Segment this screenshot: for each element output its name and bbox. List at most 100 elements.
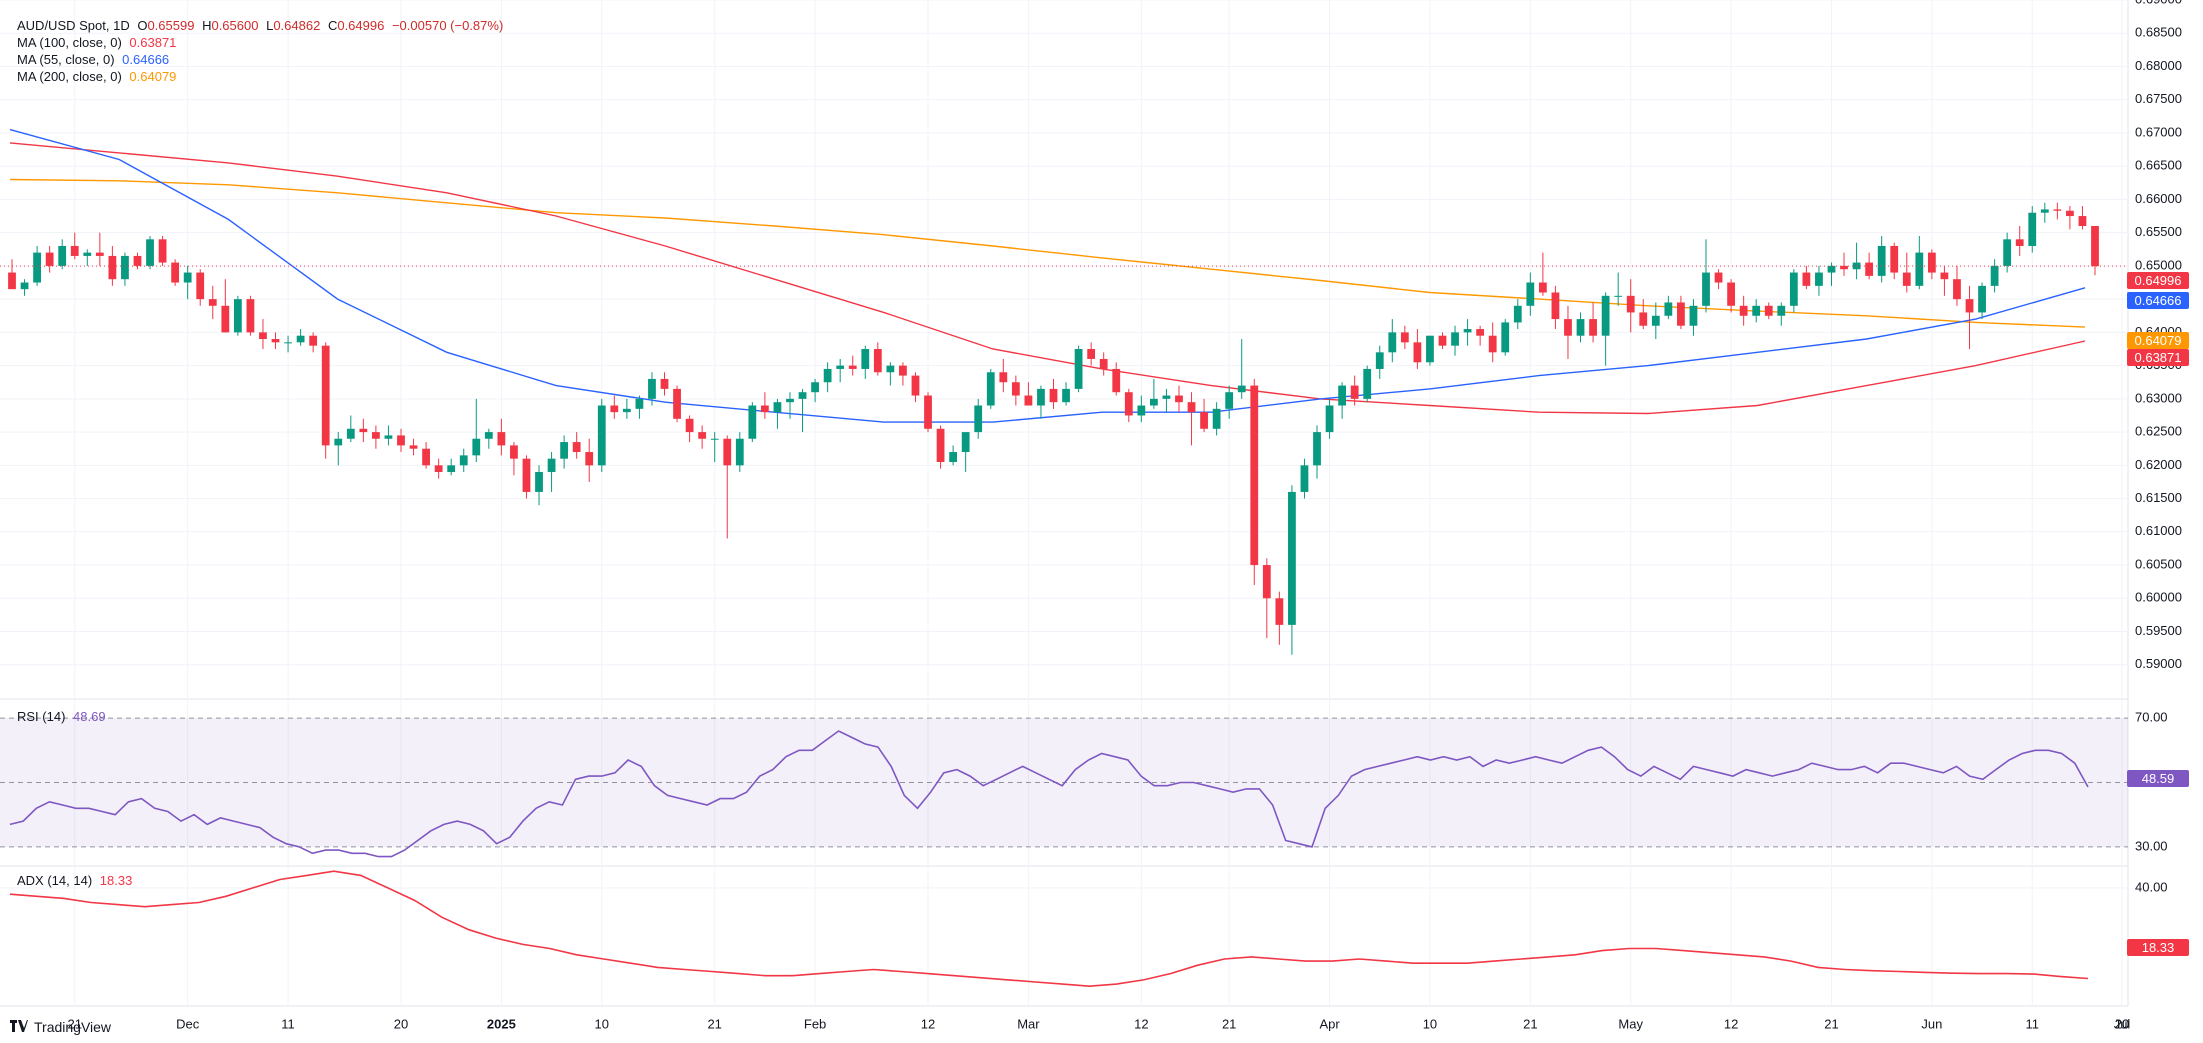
candle-body [1187,402,1196,413]
candle-body [723,438,732,466]
candle-body [70,245,79,256]
candle-body [1463,329,1472,333]
candle-body [246,299,255,333]
price-tag-close: 0.64996 [2127,272,2189,289]
candle-body [422,448,430,466]
y-tick-label: 0.65000 [2135,257,2182,272]
candle-body [1601,295,1610,336]
candle-body [271,339,280,343]
x-tick-label: 21 [68,1016,82,1031]
candle-body [372,432,380,439]
close-label: C [327,18,338,33]
candle-body [1714,272,1723,283]
change-value: −0.00570 (−0.87%) [391,18,504,33]
candle-body [95,252,104,256]
x-tick-label: 12 [1134,1016,1148,1031]
candle-body [334,438,343,446]
x-tick-label: May [1618,1016,1643,1031]
y-tick-label: 0.59000 [2135,656,2182,671]
candle-body [1388,332,1397,353]
candle-body [1927,252,1936,273]
symbol-title: AUD/USD Spot, 1D [17,18,130,33]
price-tag-ma200: 0.64079 [2127,332,2189,349]
x-tick-label: 21 [1824,1016,1838,1031]
legend-rsi-label: RSI (14) [17,709,66,724]
candle-body [183,272,192,283]
candle-body [1476,329,1485,336]
legend-ma55[interactable]: MA (55, close, 0) 0.64666 [17,52,173,67]
legend-adx[interactable]: ADX (14, 14) 18.33 [17,873,136,888]
x-tick-label: 11 [281,1016,295,1031]
candle-body [359,428,368,433]
candle-body [560,442,569,459]
price-tag-ma55: 0.64666 [2127,292,2189,309]
candle-body [346,428,355,439]
legend-adx-value: 18.33 [99,873,133,888]
candle-body [773,402,782,413]
candle-body [1162,395,1171,399]
candle-body [1902,272,1911,286]
candle-body [484,432,493,439]
candle-body [761,405,769,413]
x-tick-label: 20 [394,1016,408,1031]
legend-rsi-value: 48.69 [73,709,106,724]
y-tick-label: 0.68000 [2135,58,2182,73]
legend-ma200[interactable]: MA (200, close, 0) 0.64079 [17,69,180,84]
chart-header: AUD/USD Spot, 1D O0.65599 H0.65600 L0.64… [17,18,507,33]
candle-body [1262,565,1271,599]
candle-body [535,471,543,492]
candle-body [1074,349,1083,389]
candle-body [58,245,67,266]
y-tick-label: 0.67000 [2135,124,2182,139]
candle-body [1764,305,1773,316]
candle-body [1589,319,1597,336]
candle-body [936,428,945,463]
candle-body [1513,305,1522,323]
x-tick-label: 12 [921,1016,935,1031]
candle-body [1978,285,1986,313]
close-value: 0.64996 [337,18,385,33]
candle-body [233,299,242,333]
legend-ma200-value: 0.64079 [129,69,177,84]
price-tag-ma100: 0.63871 [2127,349,2189,366]
y-tick-label: 0.67500 [2135,91,2182,106]
candle-body [146,239,154,266]
brand-name: TradingView [34,1019,112,1035]
candle-body [1877,245,1886,276]
candle-body [547,458,556,472]
candle-body [1802,272,1811,286]
candle-body [1953,279,1961,300]
candle-body [861,349,870,369]
candle-body [685,418,694,433]
x-tick-label: 21 [1222,1016,1236,1031]
y-tick-label: 0.63000 [2135,390,2182,405]
x-tick-label: 2025 [487,1016,516,1031]
candle-body [1087,349,1096,359]
candle-body [1890,245,1899,273]
ma200-line [9,178,2086,328]
candle-body [1062,388,1070,403]
high-value: 0.65600 [211,18,259,33]
candle-body [1275,598,1284,625]
x-tick-label: Jul [2114,1016,2131,1031]
candle-body [1827,265,1836,273]
y-tick-label: 0.62000 [2135,457,2182,472]
legend-rsi[interactable]: RSI (14) 48.69 [17,709,110,724]
candle-body [1915,252,1924,286]
rsi-tag: 48.59 [2127,770,2189,787]
high-label: H [202,18,212,33]
candle-body [899,365,907,376]
candle-body [949,452,958,463]
x-tick-label: 10 [1423,1016,1437,1031]
candle-body [1651,315,1660,326]
candle-body [2066,210,2074,217]
candle-body [510,445,518,459]
candle-body [924,395,932,429]
legend-ma100[interactable]: MA (100, close, 0) 0.63871 [17,35,180,50]
candle-body [309,335,318,346]
candle-body [133,255,142,266]
y-tick-label: 0.61500 [2135,490,2182,505]
y-tick-label: 0.60000 [2135,590,2182,605]
tradingview-logo[interactable]: TradingView [10,1019,111,1035]
